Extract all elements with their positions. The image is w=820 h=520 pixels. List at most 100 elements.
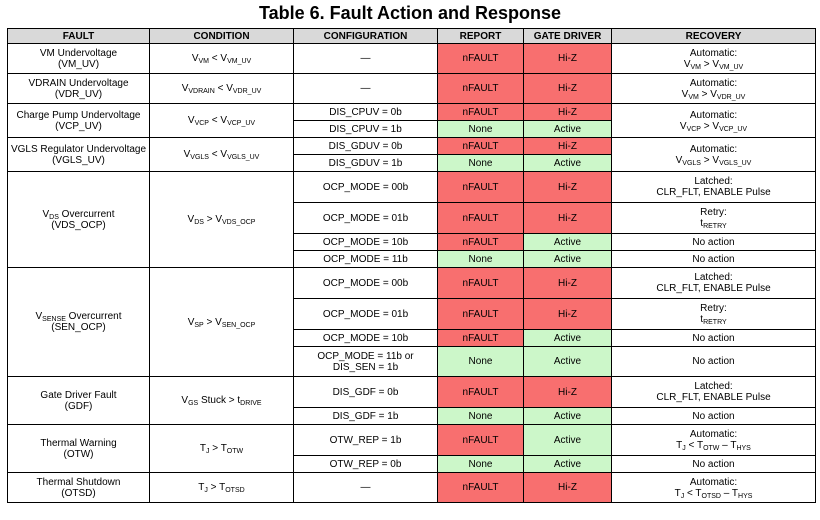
symbol: t	[700, 314, 704, 325]
config-cell: OCP_MODE = 01b	[293, 202, 438, 234]
symbol: T	[695, 487, 702, 499]
fault-code: (OTW)	[63, 448, 94, 460]
subscript: OTW	[703, 445, 720, 452]
table-row: Thermal Warning (OTW) TJ > TOTW OTW_REP =…	[7, 424, 816, 473]
symbol: V	[712, 120, 720, 132]
gate-driver-cell: Active	[523, 455, 612, 473]
config-cell: DIS_GDF = 0b	[293, 376, 438, 408]
symbol: V	[220, 115, 228, 126]
gate-driver-cell: Hi-Z	[523, 137, 612, 155]
fault-code: (VDS_OCP)	[51, 219, 106, 231]
header-configuration: CONFIGURATION	[293, 28, 438, 44]
operator: >	[700, 120, 713, 132]
gate-driver-cell: Active	[523, 346, 612, 377]
config-line: DIS_SEN = 1b	[332, 361, 399, 373]
symbol: T	[676, 440, 683, 451]
gate-driver-cell: Hi-Z	[523, 472, 612, 503]
subscript: HYS	[736, 445, 751, 452]
subscript: OTSD	[225, 487, 245, 494]
operator: –	[720, 487, 732, 499]
config-cell: —	[293, 472, 438, 503]
config-cell: DIS_GDUV = 1b	[293, 154, 438, 172]
recovery-cell: Automatic: VVGLS > VVGLS_UV	[611, 137, 816, 172]
symbol: T	[730, 440, 737, 451]
config-cell: OTW_REP = 0b	[293, 455, 438, 473]
condition-cell: VVDRAIN < VVDR_UV	[149, 73, 294, 104]
recovery-cell: Automatic: VVM > VVM_UV	[611, 43, 816, 74]
recovery-action: CLR_FLT, ENABLE Pulse	[656, 392, 771, 403]
table-row: VDS Overcurrent (VDS_OCP) VDS > VVDS_OCP …	[7, 171, 816, 268]
subscript: VM	[198, 58, 209, 65]
fault-code: (SEN_OCP)	[51, 322, 106, 333]
symbol: V	[683, 58, 691, 70]
symbol: V	[226, 83, 233, 94]
fault-cell: Charge Pump Undervoltage (VCP_UV)	[7, 103, 150, 138]
subscript: VM	[688, 93, 699, 101]
table-row: OCP_MODE = 10b nFAULT Active No action	[8, 233, 816, 251]
report-cell: nFAULT	[437, 73, 524, 104]
gate-driver-cell: Hi-Z	[523, 43, 612, 74]
operator: >	[209, 443, 221, 454]
gate-driver-cell: Active	[523, 424, 612, 456]
header-row: FAULT CONDITION CONFIGURATION REPORT GAT…	[7, 28, 816, 44]
fault-name: Charge Pump Undervoltage	[16, 109, 141, 121]
subscript: J	[682, 445, 686, 452]
header-gate-driver: GATE DRIVER	[523, 28, 612, 44]
fault-cell: VDRAIN Undervoltage (VDR_UV)	[7, 73, 150, 104]
config-cell: DIS_GDUV = 0b	[293, 137, 438, 155]
fault-cell: VM Undervoltage (VM_UV)	[7, 43, 150, 74]
recovery-mode: Automatic:	[689, 429, 738, 440]
symbol: t	[700, 218, 704, 229]
symbol: V	[187, 316, 195, 328]
gate-driver-cell: Hi-Z	[523, 103, 612, 121]
table-row: VSENSE Overcurrent (SEN_OCP) VSP > VSEN_O…	[7, 267, 816, 377]
report-cell: None	[437, 455, 524, 473]
subscript: HYS	[738, 492, 753, 500]
subscript: VCP	[194, 120, 209, 127]
recovery-cell: Latched: CLR_FLT, ENABLE Pulse	[611, 171, 816, 203]
symbol: T	[731, 487, 739, 499]
config-cell: OCP_MODE = 11b	[293, 250, 438, 268]
gate-driver-cell: Hi-Z	[523, 73, 612, 104]
report-cell: nFAULT	[437, 233, 524, 251]
gate-driver-cell: Active	[523, 154, 612, 172]
gate-driver-cell: Active	[523, 407, 612, 425]
report-cell: nFAULT	[437, 424, 524, 456]
condition-cell: VVCP < VVCP_UV	[149, 103, 294, 138]
recovery-cell: Automatic: VVM > VVDR_UV	[611, 73, 816, 104]
fault-cell: Gate Driver Fault (GDF)	[7, 376, 150, 425]
subscript: GS	[188, 400, 199, 407]
recovery-action: CLR_FLT, ENABLE Pulse	[656, 187, 771, 198]
fault-name: Thermal Warning	[40, 437, 117, 449]
report-cell: nFAULT	[437, 202, 524, 234]
fault-name: Overcurrent	[65, 311, 122, 322]
subscript: VGLS	[682, 159, 701, 167]
operator: <	[685, 440, 697, 451]
gate-driver-cell: Active	[523, 120, 612, 138]
recovery-cell: Latched: CLR_FLT, ENABLE Pulse	[611, 267, 816, 299]
recovery-cell: No action	[611, 455, 816, 473]
config-cell: —	[293, 43, 438, 74]
operator: <	[214, 83, 227, 94]
operator: <	[208, 115, 221, 126]
report-cell: nFAULT	[437, 103, 524, 121]
operator: >	[207, 482, 220, 493]
gate-driver-cell: Active	[523, 233, 612, 251]
subscript: VGLS_UV	[227, 154, 260, 161]
table-title: Table 6. Fault Action and Response	[258, 3, 562, 23]
recovery-cell: No action	[611, 233, 816, 251]
fault-code: (VGLS_UV)	[52, 154, 105, 166]
subscript: OTSD	[701, 492, 721, 500]
table-row: Thermal Shutdown (OTSD) TJ > TOTSD — nFAU…	[7, 472, 816, 503]
fault-code: (GDF)	[64, 400, 93, 412]
operator: >	[203, 316, 216, 328]
recovery-mode: Latched:	[694, 381, 733, 392]
symbol: V	[675, 154, 683, 166]
report-cell: nFAULT	[437, 137, 524, 155]
gate-driver-cell: Hi-Z	[523, 298, 612, 330]
recovery-cell: No action	[611, 250, 816, 268]
recovery-mode: Automatic:	[689, 47, 738, 59]
symbol: V	[712, 58, 720, 70]
fault-name: Gate Driver Fault	[40, 389, 117, 401]
symbol: V	[42, 208, 50, 220]
